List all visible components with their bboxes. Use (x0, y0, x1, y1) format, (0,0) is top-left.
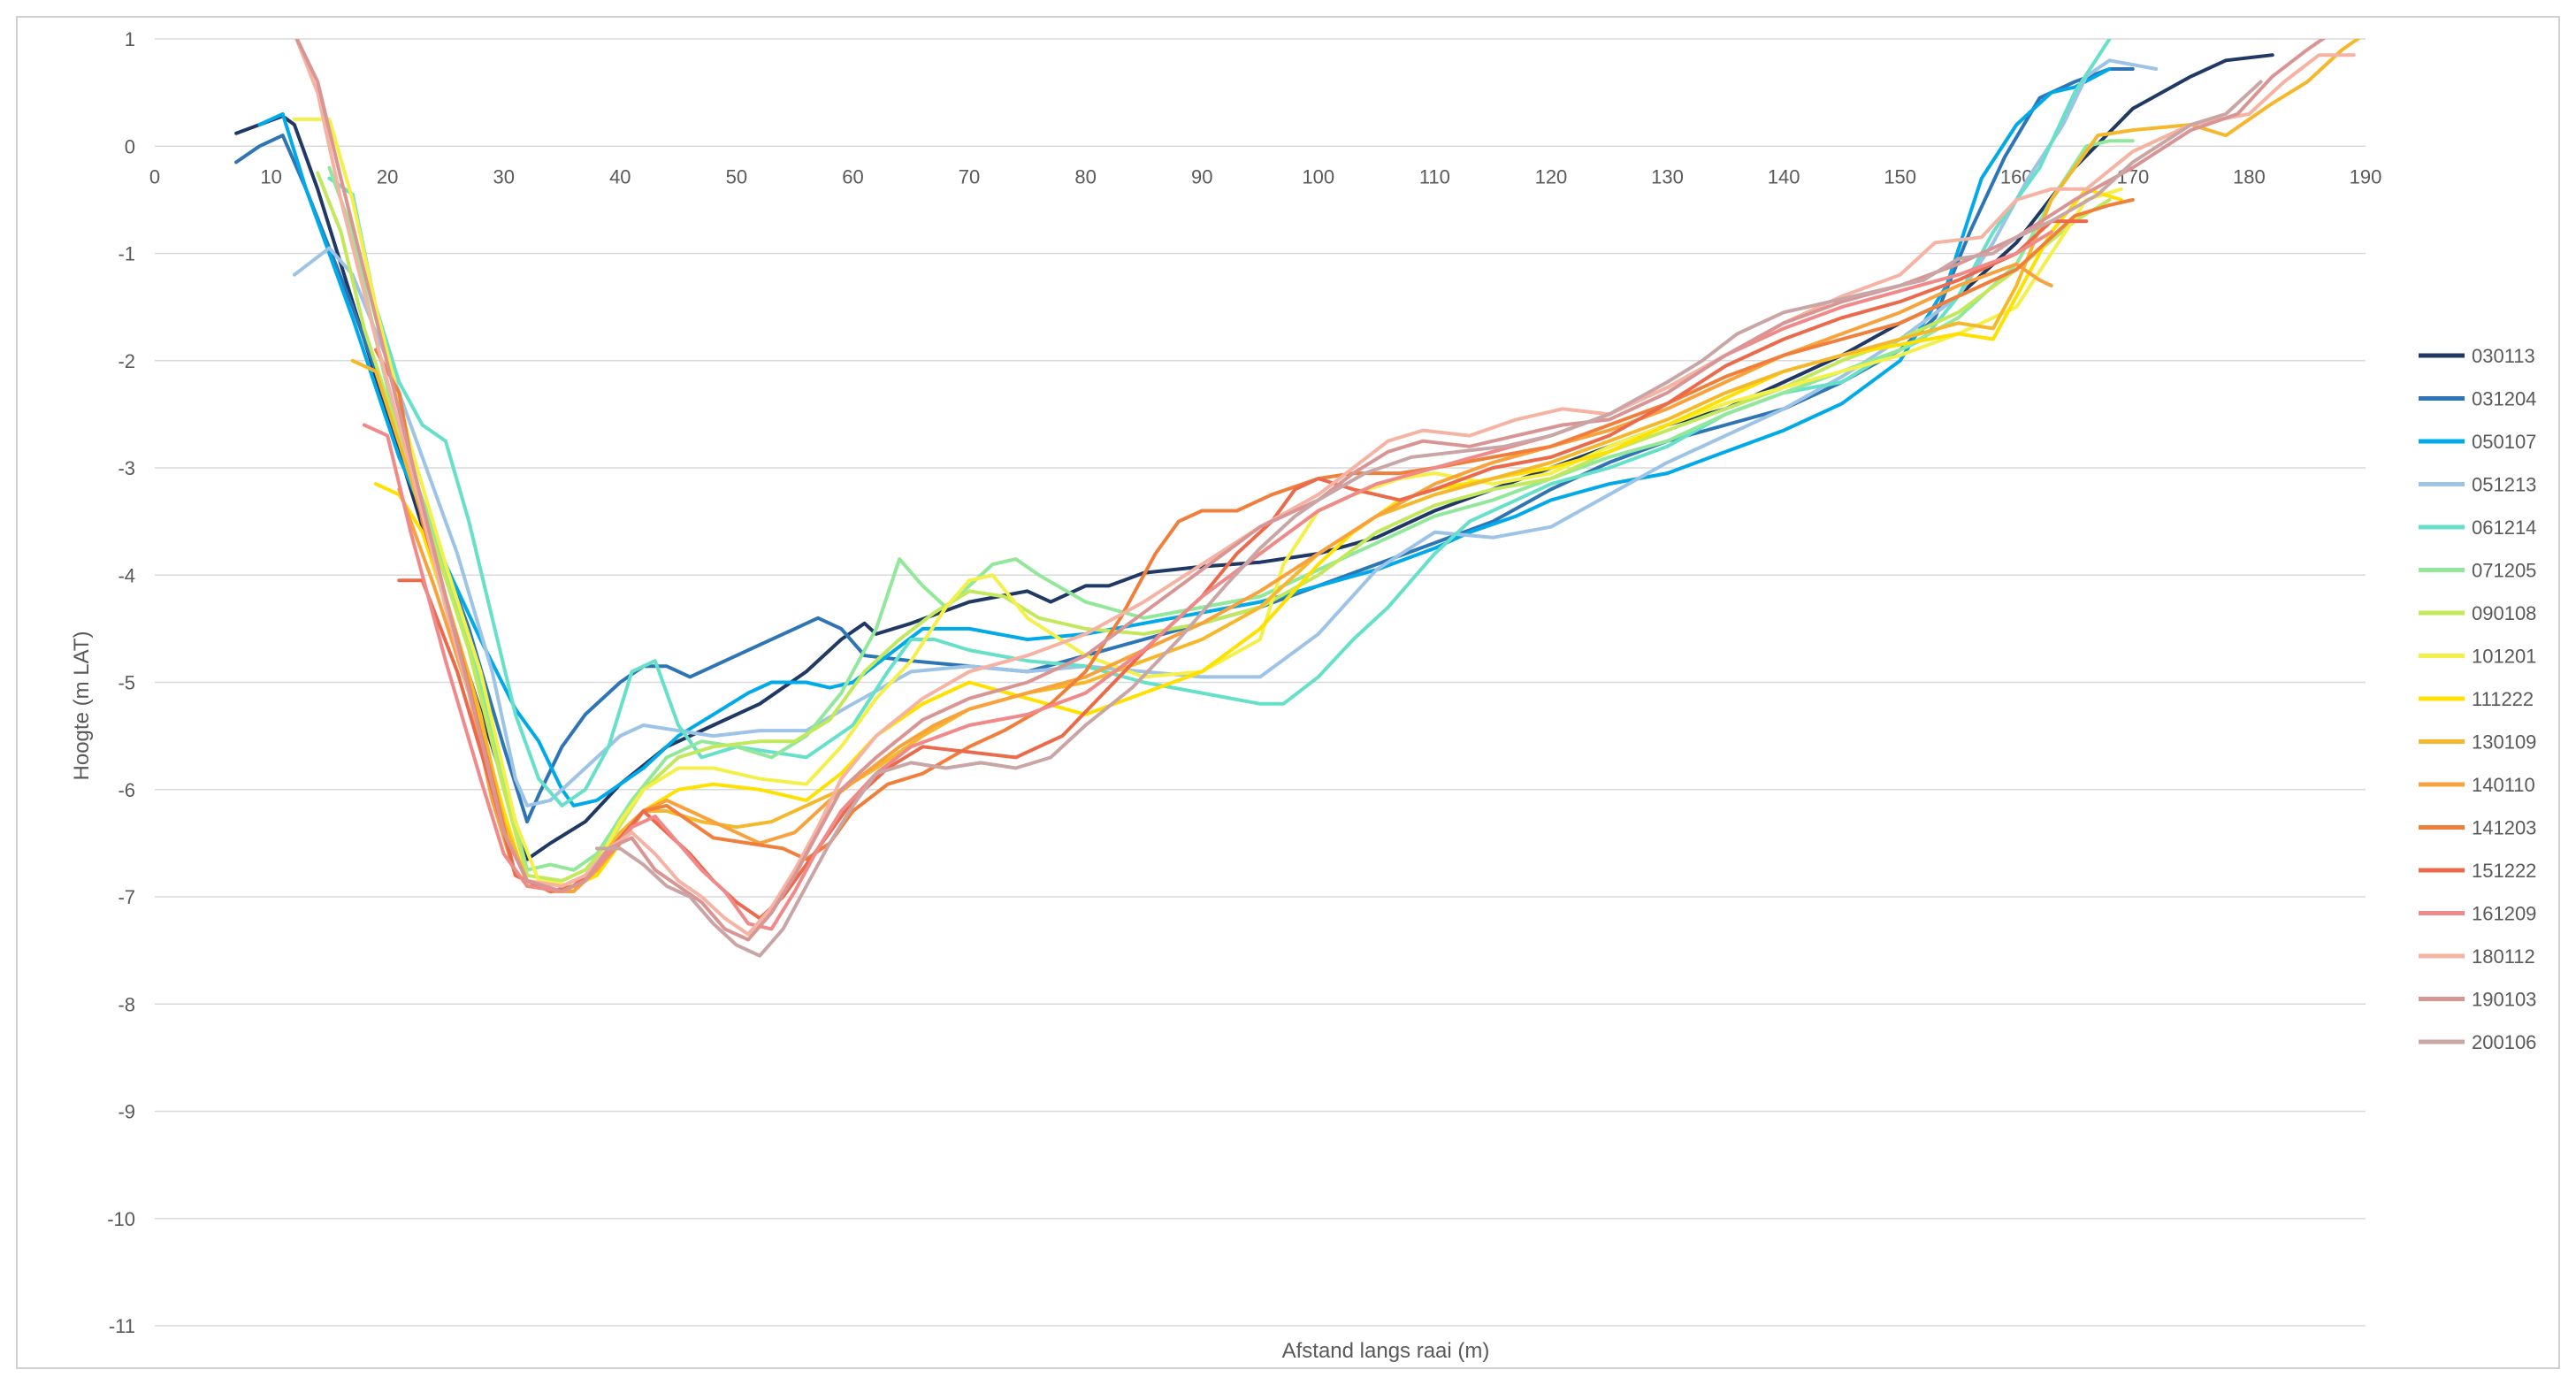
series-line-151222 (397, 219, 2089, 921)
x-tick-label: 100 (1302, 165, 1334, 187)
x-tick-label: 150 (1884, 165, 1916, 187)
x-tick-label: 140 (1768, 165, 1800, 187)
x-tick-label: 60 (842, 165, 863, 187)
legend-label-141203: 141203 (2472, 817, 2536, 839)
series-line-090108 (316, 171, 2112, 883)
series-line-030113 (234, 53, 2274, 861)
x-tick-label: 180 (2233, 165, 2266, 187)
legend-label-140110: 140110 (2472, 774, 2535, 796)
x-tick-label: 10 (260, 165, 281, 187)
series-line-200106 (595, 80, 2263, 958)
series-line-061214 (327, 39, 2112, 807)
x-tick-label: 120 (1535, 165, 1568, 187)
y-tick-label: -10 (107, 1208, 135, 1230)
y-tick-label: -8 (118, 993, 135, 1015)
x-tick-label: 40 (609, 165, 631, 187)
x-axis-title: Afstand langs raai (m) (1282, 1339, 1490, 1363)
gridlines (155, 38, 2366, 1327)
y-tick-label: -2 (118, 350, 135, 372)
y-tick-label: -5 (118, 672, 135, 694)
x-tick-label: 190 (2350, 165, 2382, 187)
x-tick-label: 30 (493, 165, 514, 187)
series-line-101201 (292, 117, 2123, 888)
x-tick-label: 70 (959, 165, 980, 187)
legend: 030113 031204 050107 051213 061214 071205 0901… (2419, 345, 2536, 1053)
series-lines (234, 39, 2361, 958)
x-tick-label: 0 (149, 165, 160, 187)
series-line-050107 (257, 67, 2112, 807)
legend-label-151222: 151222 (2472, 860, 2536, 882)
legend-label-090108: 090108 (2472, 602, 2536, 624)
y-tick-label: 0 (125, 135, 135, 157)
x-tick-labels: 0 10 20 30 40 50 60 70 80 90 100 110 120 130 140 150 160… (149, 165, 2381, 187)
legend-label-051213: 051213 (2472, 474, 2536, 496)
legend-label-200106: 200106 (2472, 1031, 2536, 1053)
y-tick-label: -6 (118, 779, 135, 801)
x-tick-label: 50 (726, 165, 747, 187)
legend-label-031204: 031204 (2472, 388, 2536, 410)
series-line-141203 (374, 197, 2135, 893)
y-tick-label: -1 (118, 243, 135, 265)
y-tick-label: -9 (118, 1101, 135, 1123)
y-tick-label: -4 (118, 564, 135, 586)
legend-label-030113: 030113 (2472, 345, 2535, 367)
series-line-051213 (292, 58, 2159, 807)
x-tick-label: 90 (1191, 165, 1212, 187)
legend-label-180112: 180112 (2472, 945, 2535, 968)
y-tick-labels: 1 0 -1 -2 -3 -4 -5 -6 -7 -8 -9 -10 -11 (107, 28, 135, 1337)
legend-label-101201: 101201 (2472, 646, 2536, 668)
legend-label-111222: 111222 (2472, 688, 2534, 710)
series-line-180112 (294, 39, 2356, 937)
legend-label-050107: 050107 (2472, 431, 2536, 453)
series-line-031204 (234, 67, 2135, 824)
x-tick-label: 110 (1419, 165, 1450, 187)
legend-label-071205: 071205 (2472, 560, 2536, 582)
y-tick-label: 1 (125, 28, 135, 50)
y-tick-label: -7 (118, 886, 135, 908)
y-axis-title: Hoogte (m LAT) (70, 631, 94, 781)
y-tick-label: -3 (118, 457, 135, 479)
legend-label-061214: 061214 (2472, 517, 2536, 539)
x-tick-label: 20 (377, 165, 398, 187)
chart-frame (16, 16, 2560, 1369)
legend-label-190103: 190103 (2472, 989, 2536, 1011)
legend-label-161209: 161209 (2472, 903, 2536, 925)
y-tick-label: -11 (109, 1315, 135, 1337)
x-tick-label: 130 (1651, 165, 1684, 187)
x-tick-label: 80 (1074, 165, 1096, 187)
series-line-071205 (327, 139, 2135, 872)
legend-label-130109: 130109 (2472, 731, 2536, 754)
